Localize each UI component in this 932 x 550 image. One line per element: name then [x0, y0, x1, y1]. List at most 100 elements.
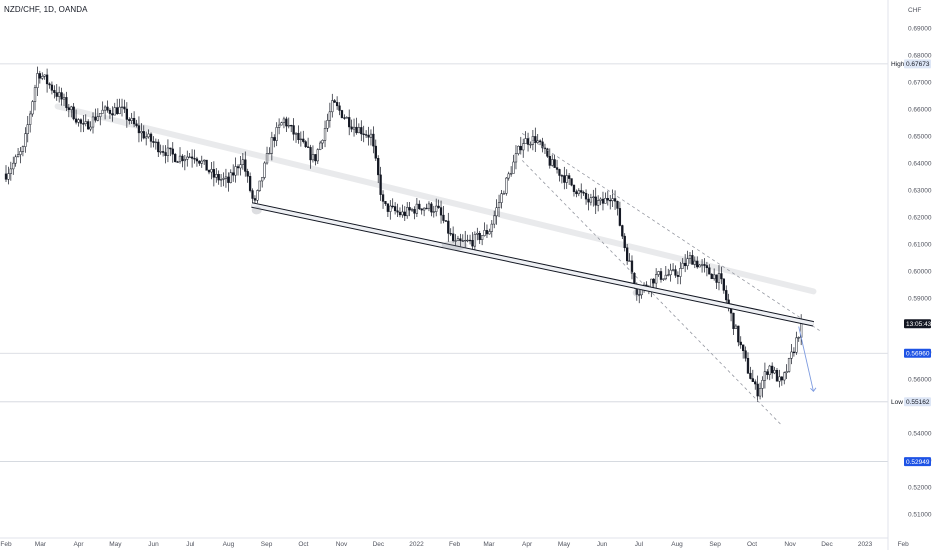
candle-body [84, 121, 87, 124]
candle-body [713, 274, 716, 280]
candle-body [282, 118, 286, 123]
candle-body [154, 141, 157, 144]
candle-body [297, 132, 300, 140]
candle-body [785, 371, 788, 374]
candle-body [72, 106, 75, 120]
candle-body [277, 124, 281, 128]
candle-body [601, 198, 605, 204]
level-2-tag [904, 457, 931, 467]
projection-arrow[interactable] [798, 326, 814, 392]
candle-body [577, 190, 580, 195]
y-tick-label: 0.67000 [908, 79, 932, 86]
candle-body [630, 260, 634, 274]
candle-body [560, 175, 564, 177]
candle-body [48, 83, 51, 86]
candle-body [338, 105, 341, 111]
candle-body [137, 125, 141, 134]
candle-body [36, 73, 39, 88]
channel-line[interactable] [521, 160, 782, 426]
touch-ellipse[interactable] [251, 206, 262, 215]
y-tick-label: 0.62000 [908, 214, 932, 221]
candle-body [222, 178, 225, 180]
candle-body [381, 194, 385, 202]
candle-body [435, 205, 438, 212]
candle-body [667, 274, 670, 276]
candle-body [522, 143, 525, 151]
candle-body [391, 205, 394, 208]
candle-body [541, 141, 544, 149]
candle-body [582, 192, 585, 194]
candle-body [749, 372, 752, 379]
candle-body [439, 207, 443, 216]
candle-body [437, 205, 440, 208]
candle-body [352, 126, 356, 130]
candle-body [775, 369, 779, 382]
y-tick-label: 0.64000 [908, 160, 932, 167]
candle-body [478, 232, 481, 240]
candle-body [215, 174, 218, 178]
x-tick-label: Dec [373, 541, 385, 548]
candle-body [761, 379, 764, 389]
candle-body [77, 119, 80, 123]
candle-body [118, 106, 121, 114]
candle-body [662, 278, 665, 280]
candle-body [302, 138, 305, 142]
candle-body [198, 160, 201, 164]
x-tick-label: Oct [298, 541, 308, 548]
candle-body [621, 225, 624, 237]
candle-body [273, 137, 276, 141]
candle-body [258, 180, 261, 191]
candle-body [495, 207, 498, 217]
resistance-band[interactable] [54, 103, 817, 295]
candle-body [454, 240, 457, 242]
touch-ellipse[interactable] [441, 240, 468, 251]
candle-body [309, 147, 312, 161]
candle-body [766, 371, 769, 375]
candle-body [715, 274, 718, 283]
candle-body [205, 159, 208, 171]
candle-body [316, 149, 319, 162]
candle-body [555, 167, 559, 170]
candle-body [65, 97, 68, 108]
candle-body [186, 156, 189, 160]
low-value-tag [904, 397, 931, 407]
low-value-tag-text: 0.55162 [906, 399, 930, 406]
candle-body [790, 351, 793, 359]
candle-body [161, 151, 165, 153]
candle-body [120, 106, 124, 108]
y-tick-label: 0.59000 [908, 295, 932, 302]
candle-body [567, 175, 571, 179]
candle-body [563, 175, 566, 183]
low-label: Low [891, 399, 903, 406]
candle-body [14, 156, 17, 164]
candle-body [369, 133, 373, 138]
candle-body [82, 123, 85, 125]
x-tick-label: Feb [449, 541, 461, 548]
candle-body [331, 100, 334, 113]
candle-body [466, 239, 469, 242]
candle-body [652, 278, 655, 284]
candle-body [691, 255, 694, 265]
candle-body [684, 262, 687, 267]
candle-body [299, 138, 303, 141]
candle-body [698, 264, 701, 268]
projection-arrow-head [810, 387, 817, 393]
candle-body [696, 260, 699, 268]
touch-ellipse[interactable] [632, 288, 643, 297]
candle-body [94, 116, 97, 121]
candle-body [538, 140, 542, 143]
y-tick-label: 0.69000 [908, 25, 932, 32]
candle-body [386, 203, 390, 212]
candle-body [181, 155, 184, 162]
candle-body [553, 159, 556, 168]
candle-body [145, 136, 148, 139]
candle-body [232, 172, 235, 176]
candle-body [768, 365, 771, 375]
candle-body [41, 76, 44, 79]
candle-body [529, 144, 532, 146]
candle-body [604, 198, 607, 204]
level-1-tag-text: 0.56960 [906, 350, 930, 357]
candle-body [493, 215, 496, 225]
candle-body [778, 376, 781, 382]
